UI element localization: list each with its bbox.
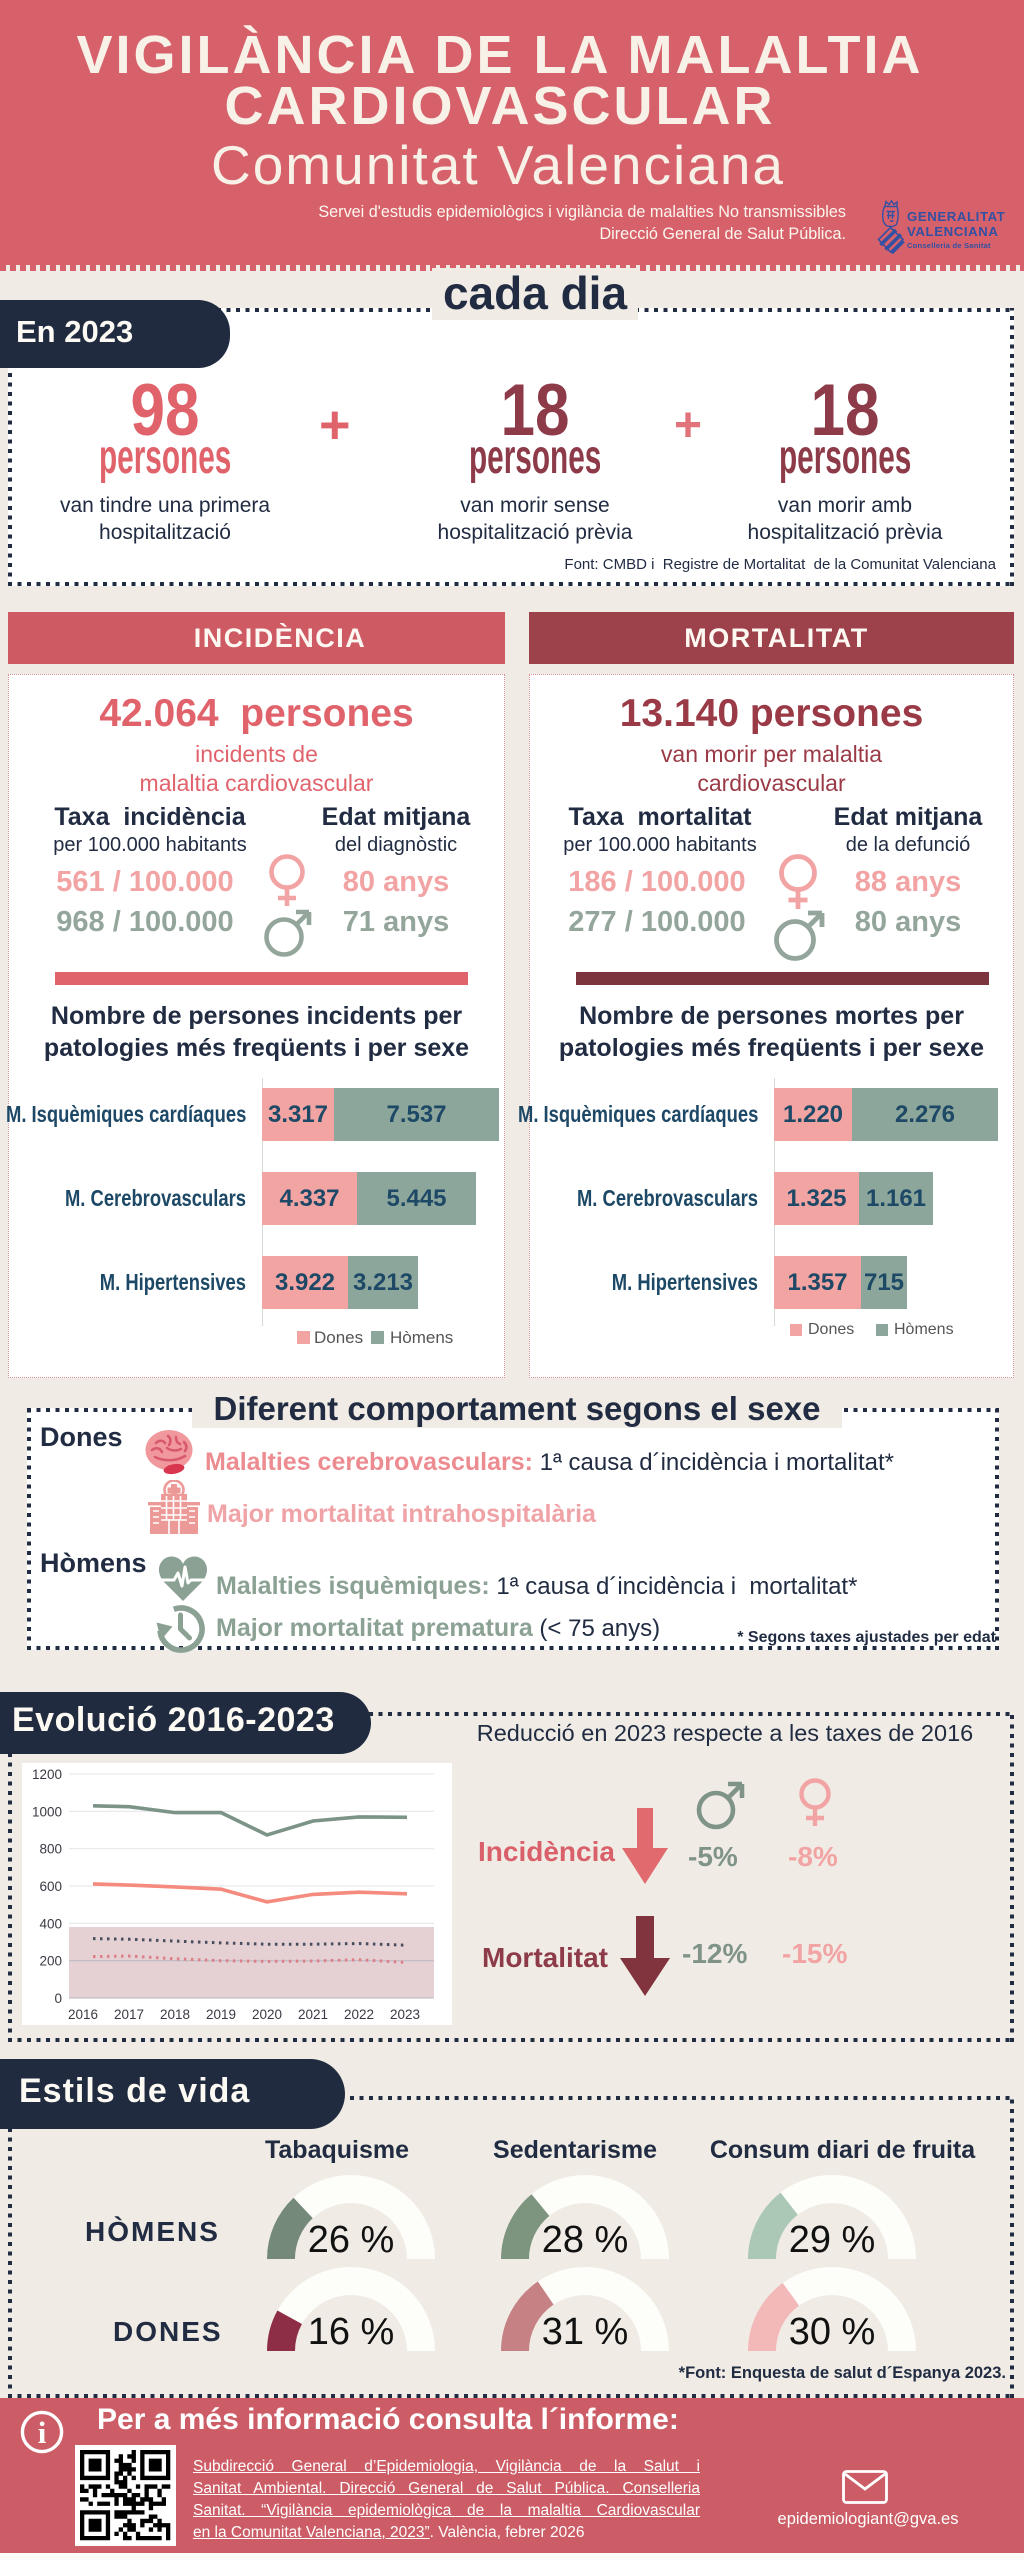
svg-text:600: 600	[39, 1879, 62, 1894]
svg-text:2023: 2023	[390, 2007, 420, 2022]
svg-text:800: 800	[39, 1842, 62, 1857]
svg-text:2021: 2021	[298, 2007, 328, 2022]
svg-text:2018: 2018	[160, 2007, 190, 2022]
svg-text:2022: 2022	[344, 2007, 374, 2022]
svg-text:2019: 2019	[206, 2007, 236, 2022]
svg-text:VALENCIANA: VALENCIANA	[907, 224, 998, 239]
svg-text:1000: 1000	[32, 1804, 62, 1819]
svg-text:Conselleria de Sanitat: Conselleria de Sanitat	[907, 241, 991, 250]
svg-text:200: 200	[39, 1954, 62, 1969]
svg-text:1200: 1200	[32, 1767, 62, 1782]
svg-text:0: 0	[54, 1991, 62, 2006]
svg-text:2016: 2016	[68, 2007, 98, 2022]
svg-text:2020: 2020	[252, 2007, 282, 2022]
svg-text:GENERALITAT: GENERALITAT	[907, 209, 1005, 224]
svg-text:2017: 2017	[114, 2007, 144, 2022]
svg-text:400: 400	[39, 1916, 62, 1931]
svg-text:i: i	[38, 2415, 47, 2450]
